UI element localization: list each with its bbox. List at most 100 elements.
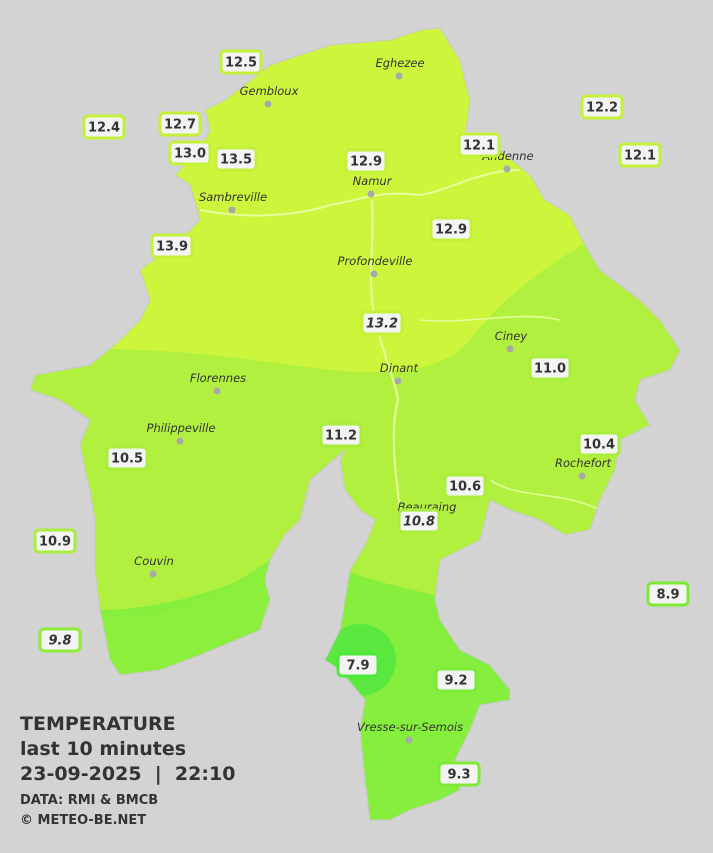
town-dot: [405, 736, 413, 744]
reading: 12.7: [158, 111, 202, 137]
reading-box: [82, 114, 126, 140]
reading-value: 12.2: [586, 101, 618, 116]
reading-box: [397, 508, 441, 534]
reading-box: [646, 581, 690, 607]
reading: 9.2: [434, 667, 478, 693]
reading: 13.9: [150, 233, 194, 259]
town-dot: [395, 72, 403, 80]
legend-period: last 10 minutes: [20, 738, 186, 760]
reading-value: 10.6: [449, 480, 481, 495]
town-layer: EghezeeGemblouxAndenneNamurSambrevillePr…: [134, 56, 612, 744]
reading-box: [577, 431, 621, 457]
reading: 13.5: [214, 146, 258, 172]
reading-box: [319, 422, 363, 448]
reading-box: [168, 140, 212, 166]
reading-value: 13.2: [366, 317, 398, 332]
town-dot: [503, 165, 511, 173]
town-dot: [506, 345, 514, 353]
reading: 12.1: [457, 132, 501, 158]
reading-box: [443, 473, 487, 499]
reading-box: [38, 627, 82, 653]
reading-box: [150, 233, 194, 259]
reading-box: [618, 142, 662, 168]
reading: 12.2: [580, 94, 624, 120]
reading: 11.2: [319, 422, 363, 448]
legend-source: DATA: RMI & BMCB: [20, 793, 158, 808]
reading-box: [158, 111, 202, 137]
reading-value: 10.9: [39, 535, 71, 550]
reading-value: 9.3: [447, 768, 470, 783]
town-dot: [176, 437, 184, 445]
reading-box: [105, 445, 149, 471]
reading-box: [434, 667, 478, 693]
reading-value: 11.2: [325, 429, 357, 444]
reading: 13.0: [168, 140, 212, 166]
reading: 12.9: [429, 216, 473, 242]
reading-value: 12.7: [164, 118, 196, 133]
town-label: Florennes: [190, 371, 246, 385]
reading-value: 10.4: [583, 438, 615, 453]
town-label: Profondeville: [338, 254, 413, 268]
reading-box: [528, 355, 572, 381]
reading: 12.5: [219, 49, 263, 75]
reading-box: [429, 216, 473, 242]
reading: 8.9: [646, 581, 690, 607]
reading-box: [437, 761, 481, 787]
legend-timestamp: 23-09-2025 | 22:10: [20, 763, 235, 785]
reading-value: 12.1: [463, 139, 495, 154]
reading-value: 8.9: [656, 588, 679, 603]
reading: 10.8: [397, 508, 441, 534]
reading: 12.9: [344, 148, 388, 174]
town-dot: [394, 377, 402, 385]
town-label: Philippeville: [147, 421, 216, 435]
reading: 10.5: [105, 445, 149, 471]
town-label: Dinant: [380, 361, 419, 375]
reading-value: 9.2: [444, 674, 467, 689]
reading-box: [360, 310, 404, 336]
reading-box: [219, 49, 263, 75]
reading-value: 12.9: [435, 223, 467, 238]
reading-value: 11.0: [534, 362, 566, 377]
town-dot: [370, 270, 378, 278]
town-label: Namur: [353, 174, 393, 188]
town-dot: [213, 387, 221, 395]
town-dot: [578, 472, 586, 480]
reading-layer: 12.5 12.4 12.7 13.0 13.5 12.9 12.1 12.2 12.1 12.9…: [33, 49, 690, 787]
reading: 9.3: [437, 761, 481, 787]
town-label: Sambreville: [199, 190, 267, 204]
town-label: Gembloux: [240, 84, 299, 98]
legend: TEMPERATURE last 10 minutes 23-09-2025 |…: [20, 713, 235, 828]
reading-box: [344, 148, 388, 174]
town-label: Vresse-sur-Semois: [357, 720, 463, 734]
reading: 7.9: [336, 652, 380, 678]
reading-box: [214, 146, 258, 172]
reading-value: 12.1: [624, 149, 656, 164]
reading: 9.8: [38, 627, 82, 653]
reading: 11.0: [528, 355, 572, 381]
town-dot: [264, 100, 272, 108]
town-dot: [228, 206, 236, 214]
reading-value: 13.9: [156, 240, 188, 255]
reading: 10.6: [443, 473, 487, 499]
town-label: Eghezee: [375, 56, 424, 70]
legend-credit: © METEO-BE.NET: [20, 813, 146, 828]
reading-value: 13.0: [174, 147, 206, 162]
reading-box: [336, 652, 380, 678]
reading-value: 10.8: [403, 515, 435, 530]
reading: 10.9: [33, 528, 77, 554]
reading-box: [580, 94, 624, 120]
reading-value: 13.5: [220, 153, 252, 168]
reading-value: 10.5: [111, 452, 143, 467]
reading-value: 12.9: [350, 155, 382, 170]
reading-value: 12.5: [225, 56, 257, 71]
reading: 10.4: [577, 431, 621, 457]
reading-value: 9.8: [48, 634, 71, 649]
town-dot: [367, 190, 375, 198]
town-label: Ciney: [495, 329, 528, 343]
reading: 12.1: [618, 142, 662, 168]
reading: 13.2: [360, 310, 404, 336]
town-dot: [149, 570, 157, 578]
reading: 12.4: [82, 114, 126, 140]
town-label: Couvin: [134, 554, 174, 568]
